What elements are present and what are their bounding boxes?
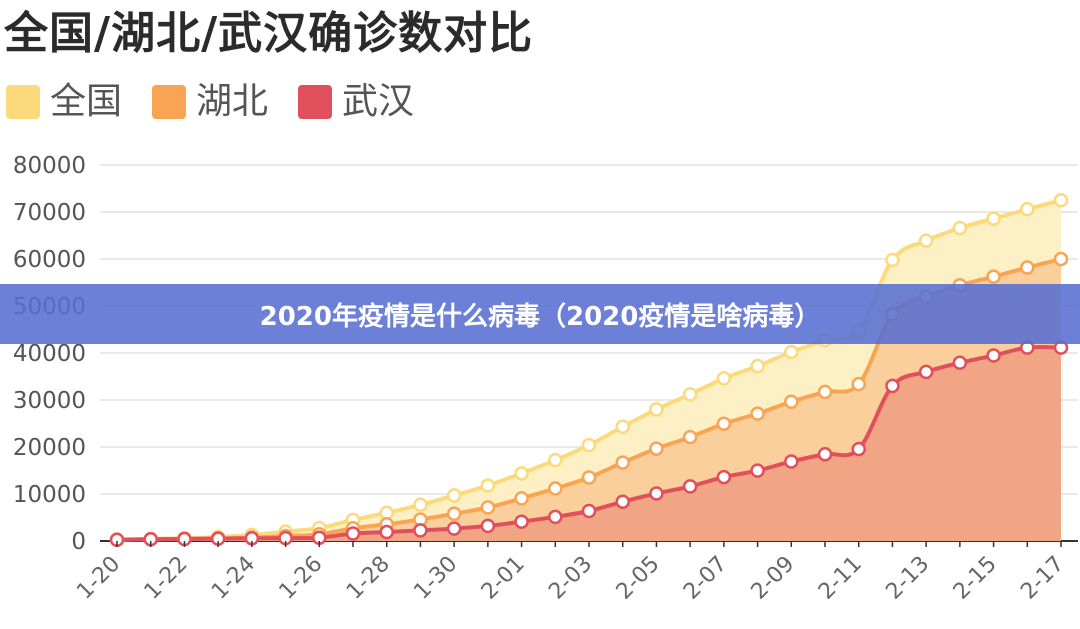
legend-label-national: 全国: [50, 81, 123, 122]
point-wuhan[interactable]: [345, 526, 361, 541]
point-wuhan[interactable]: [885, 378, 900, 394]
point-hubei[interactable]: [682, 429, 698, 445]
y-axis: 0100002000030000400005000060000700008000…: [13, 153, 86, 555]
y-tick-label: 0: [71, 529, 86, 555]
chart-legend: 全国 湖北 武汉: [6, 82, 444, 122]
point-wuhan[interactable]: [851, 441, 866, 457]
point-hubei[interactable]: [649, 441, 664, 456]
point-wuhan[interactable]: [784, 454, 799, 469]
y-tick-label: 40000: [13, 341, 86, 367]
point-wuhan[interactable]: [514, 514, 529, 529]
point-national[interactable]: [918, 233, 934, 248]
point-national[interactable]: [750, 358, 765, 374]
legend-label-wuhan: 武汉: [342, 81, 415, 122]
point-wuhan[interactable]: [682, 479, 698, 494]
point-national[interactable]: [446, 488, 462, 503]
x-axis: 1-20 1-22 1-24 1-26 1-28 1-30 2-01 2-03 2-05 2-07…: [72, 541, 1069, 605]
legend-swatch-national: [6, 85, 40, 119]
point-hubei[interactable]: [480, 500, 496, 515]
point-national[interactable]: [1020, 201, 1035, 217]
y-tick-label: 20000: [13, 435, 86, 461]
point-national[interactable]: [986, 211, 1001, 226]
legend-item-national[interactable]: 全国: [6, 82, 122, 122]
x-tick-label: 1-24: [207, 552, 260, 605]
y-tick-label: 80000: [13, 153, 86, 179]
point-national[interactable]: [548, 452, 563, 468]
point-wuhan[interactable]: [446, 521, 462, 536]
point-national[interactable]: [649, 402, 664, 417]
point-hubei[interactable]: [514, 491, 529, 506]
point-national[interactable]: [480, 478, 496, 493]
point-wuhan[interactable]: [379, 524, 394, 540]
point-national[interactable]: [885, 252, 900, 268]
legend-swatch-wuhan: [298, 85, 333, 119]
x-tick-label: 1-26: [275, 552, 328, 605]
x-tick-label: 1-22: [140, 552, 193, 605]
point-hubei[interactable]: [986, 269, 1001, 284]
point-hubei[interactable]: [716, 416, 732, 431]
point-wuhan[interactable]: [649, 486, 664, 501]
x-tick-label: 1-28: [342, 552, 395, 605]
point-hubei[interactable]: [446, 506, 462, 521]
point-hubei[interactable]: [784, 394, 799, 409]
point-wuhan[interactable]: [581, 503, 597, 519]
point-national[interactable]: [379, 505, 394, 521]
legend-item-hubei[interactable]: 湖北: [152, 82, 268, 122]
point-wuhan[interactable]: [716, 469, 732, 485]
point-national[interactable]: [952, 220, 968, 236]
point-national[interactable]: [716, 371, 732, 386]
banner-text: 2020年疫情是什么病毒（2020疫情是啥病毒）: [259, 301, 821, 332]
legend-item-wuhan[interactable]: 武汉: [298, 82, 414, 122]
point-wuhan[interactable]: [750, 463, 765, 478]
point-wuhan[interactable]: [615, 494, 630, 510]
x-tick-label: 2-07: [679, 552, 732, 605]
point-wuhan[interactable]: [548, 509, 563, 525]
point-national[interactable]: [413, 497, 428, 513]
point-hubei[interactable]: [1053, 251, 1069, 267]
point-wuhan[interactable]: [918, 364, 934, 380]
x-tick-label: 2-01: [477, 552, 530, 605]
chart-title: 全国/湖北/武汉确诊数对比: [4, 8, 534, 59]
x-tick-label: 2-17: [1016, 552, 1069, 605]
x-tick-label: 2-09: [747, 552, 800, 605]
x-tick-label: 2-11: [814, 552, 867, 605]
point-hubei[interactable]: [817, 384, 833, 400]
legend-label-hubei: 湖北: [196, 81, 269, 122]
point-hubei[interactable]: [1020, 260, 1035, 275]
x-tick-label: 1-30: [409, 552, 462, 605]
point-hubei[interactable]: [750, 406, 765, 421]
point-wuhan[interactable]: [413, 523, 428, 538]
point-hubei[interactable]: [581, 470, 597, 485]
point-hubei[interactable]: [548, 481, 563, 496]
point-wuhan[interactable]: [480, 518, 496, 534]
point-national[interactable]: [1053, 193, 1069, 208]
y-tick-label: 10000: [13, 482, 86, 508]
point-wuhan[interactable]: [817, 447, 833, 462]
overlay-banner: 2020年疫情是什么病毒（2020疫情是啥病毒）: [0, 284, 1080, 344]
point-national[interactable]: [581, 437, 597, 453]
point-wuhan[interactable]: [952, 355, 968, 371]
point-national[interactable]: [514, 466, 529, 481]
x-tick-label: 2-03: [544, 552, 597, 605]
point-national[interactable]: [615, 419, 630, 435]
legend-swatch-hubei: [152, 85, 187, 119]
x-tick-label: 2-13: [881, 552, 934, 605]
point-national[interactable]: [784, 344, 799, 360]
x-tick-label: 1-20: [72, 552, 125, 605]
x-tick-label: 2-15: [949, 552, 1002, 605]
y-tick-label: 70000: [13, 200, 86, 226]
area-wuhan: [117, 346, 1061, 541]
point-wuhan[interactable]: [986, 348, 1001, 363]
y-tick-label: 60000: [13, 247, 86, 273]
point-national[interactable]: [682, 387, 698, 402]
x-tick-label: 2-05: [612, 552, 665, 605]
point-hubei[interactable]: [851, 376, 866, 392]
y-tick-label: 30000: [13, 388, 86, 414]
point-hubei[interactable]: [615, 455, 630, 470]
